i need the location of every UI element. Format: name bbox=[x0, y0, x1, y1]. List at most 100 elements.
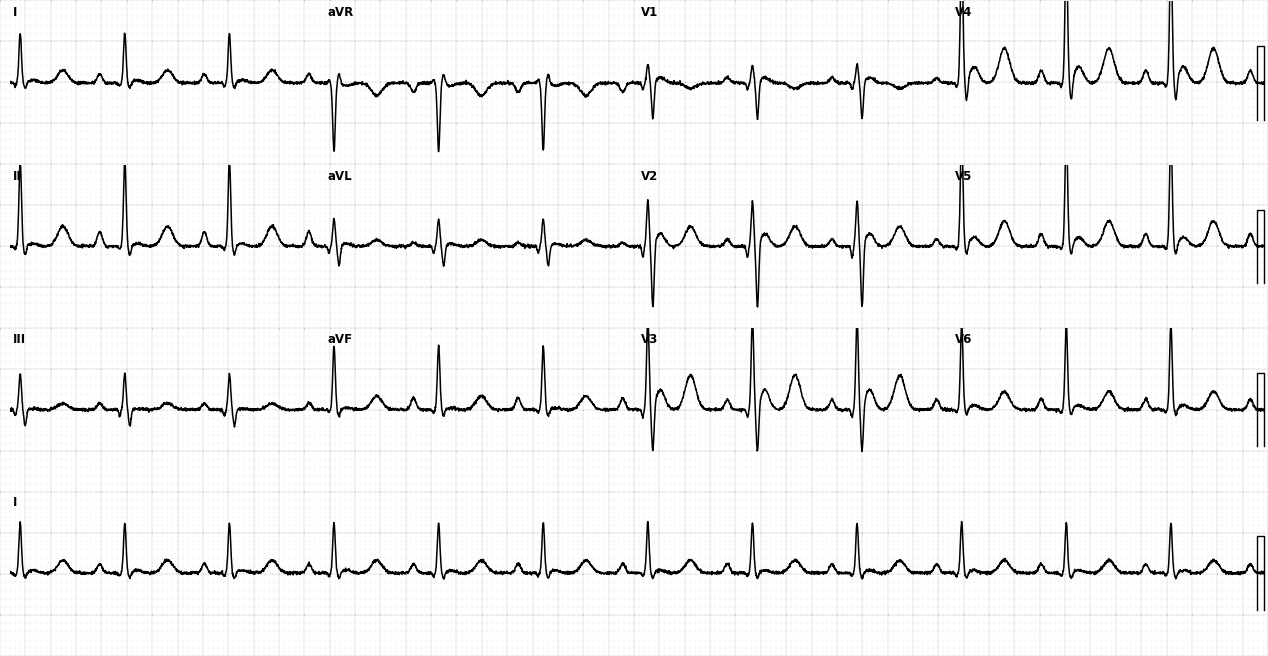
Point bbox=[61, 52, 81, 62]
Point bbox=[467, 85, 487, 95]
Point bbox=[1121, 77, 1141, 87]
Point bbox=[1106, 265, 1126, 276]
Point bbox=[66, 363, 86, 374]
Point bbox=[872, 429, 893, 440]
Point bbox=[421, 495, 441, 505]
Point bbox=[137, 60, 157, 71]
Point bbox=[533, 479, 553, 489]
Point bbox=[862, 438, 883, 448]
Point bbox=[999, 462, 1019, 472]
Point bbox=[167, 470, 188, 481]
Point bbox=[162, 167, 183, 177]
Point bbox=[294, 151, 314, 161]
Point bbox=[1014, 298, 1035, 309]
Point bbox=[933, 208, 954, 218]
Point bbox=[1182, 356, 1202, 366]
Point bbox=[203, 290, 223, 300]
Point bbox=[0, 527, 10, 538]
Point bbox=[867, 372, 888, 382]
Point bbox=[304, 282, 325, 293]
Point bbox=[675, 331, 695, 341]
Point bbox=[538, 421, 558, 432]
Point bbox=[385, 241, 406, 251]
Point bbox=[137, 569, 157, 579]
Point bbox=[685, 233, 705, 243]
Point bbox=[644, 634, 664, 645]
Point bbox=[254, 306, 274, 317]
Point bbox=[289, 479, 309, 489]
Point bbox=[994, 19, 1014, 30]
Point bbox=[299, 151, 320, 161]
Point bbox=[1070, 199, 1090, 210]
Point bbox=[943, 224, 964, 235]
Point bbox=[766, 208, 786, 218]
Point bbox=[213, 77, 233, 87]
Point bbox=[203, 593, 223, 604]
Point bbox=[796, 118, 817, 129]
Point bbox=[776, 593, 796, 604]
Point bbox=[527, 487, 548, 497]
Point bbox=[533, 577, 553, 588]
Point bbox=[1136, 470, 1156, 481]
Point bbox=[533, 569, 553, 579]
Point bbox=[883, 315, 903, 325]
Point bbox=[472, 44, 492, 54]
Point bbox=[801, 282, 822, 293]
Point bbox=[274, 19, 294, 30]
Point bbox=[25, 134, 46, 144]
Point bbox=[817, 536, 837, 546]
Point bbox=[269, 569, 289, 579]
Point bbox=[1030, 593, 1050, 604]
Point bbox=[274, 216, 294, 227]
Point bbox=[593, 544, 614, 555]
Point bbox=[751, 356, 771, 366]
Point bbox=[147, 339, 167, 350]
Point bbox=[325, 110, 345, 120]
Point bbox=[598, 363, 619, 374]
Point bbox=[76, 372, 96, 382]
Point bbox=[1045, 610, 1065, 621]
Point bbox=[741, 527, 761, 538]
Point bbox=[330, 429, 350, 440]
Point bbox=[1116, 265, 1136, 276]
Point bbox=[385, 159, 406, 169]
Point bbox=[147, 77, 167, 87]
Point bbox=[588, 175, 609, 186]
Point bbox=[746, 429, 766, 440]
Point bbox=[1096, 306, 1116, 317]
Point bbox=[1197, 479, 1217, 489]
Point bbox=[948, 405, 969, 415]
Point bbox=[456, 593, 477, 604]
Point bbox=[852, 28, 872, 38]
Point bbox=[548, 618, 568, 628]
Point bbox=[426, 544, 446, 555]
Point bbox=[796, 19, 817, 30]
Point bbox=[619, 339, 639, 350]
Point bbox=[999, 233, 1019, 243]
Point bbox=[411, 527, 431, 538]
Point bbox=[538, 552, 558, 563]
Point bbox=[127, 151, 147, 161]
Point bbox=[1101, 249, 1121, 259]
Point bbox=[517, 495, 538, 505]
Point bbox=[1141, 356, 1161, 366]
Point bbox=[46, 77, 66, 87]
Point bbox=[122, 405, 142, 415]
Point bbox=[964, 208, 984, 218]
Point bbox=[695, 208, 715, 218]
Point bbox=[228, 339, 249, 350]
Point bbox=[304, 454, 325, 464]
Point bbox=[304, 626, 325, 636]
Point bbox=[1197, 52, 1217, 62]
Point bbox=[467, 560, 487, 571]
Point bbox=[436, 208, 456, 218]
Point bbox=[51, 44, 71, 54]
Point bbox=[548, 315, 568, 325]
Point bbox=[999, 159, 1019, 169]
Point bbox=[690, 470, 710, 481]
Point bbox=[1040, 577, 1060, 588]
Point bbox=[588, 3, 609, 13]
Point bbox=[903, 560, 923, 571]
Point bbox=[304, 175, 325, 186]
Point bbox=[91, 413, 112, 424]
